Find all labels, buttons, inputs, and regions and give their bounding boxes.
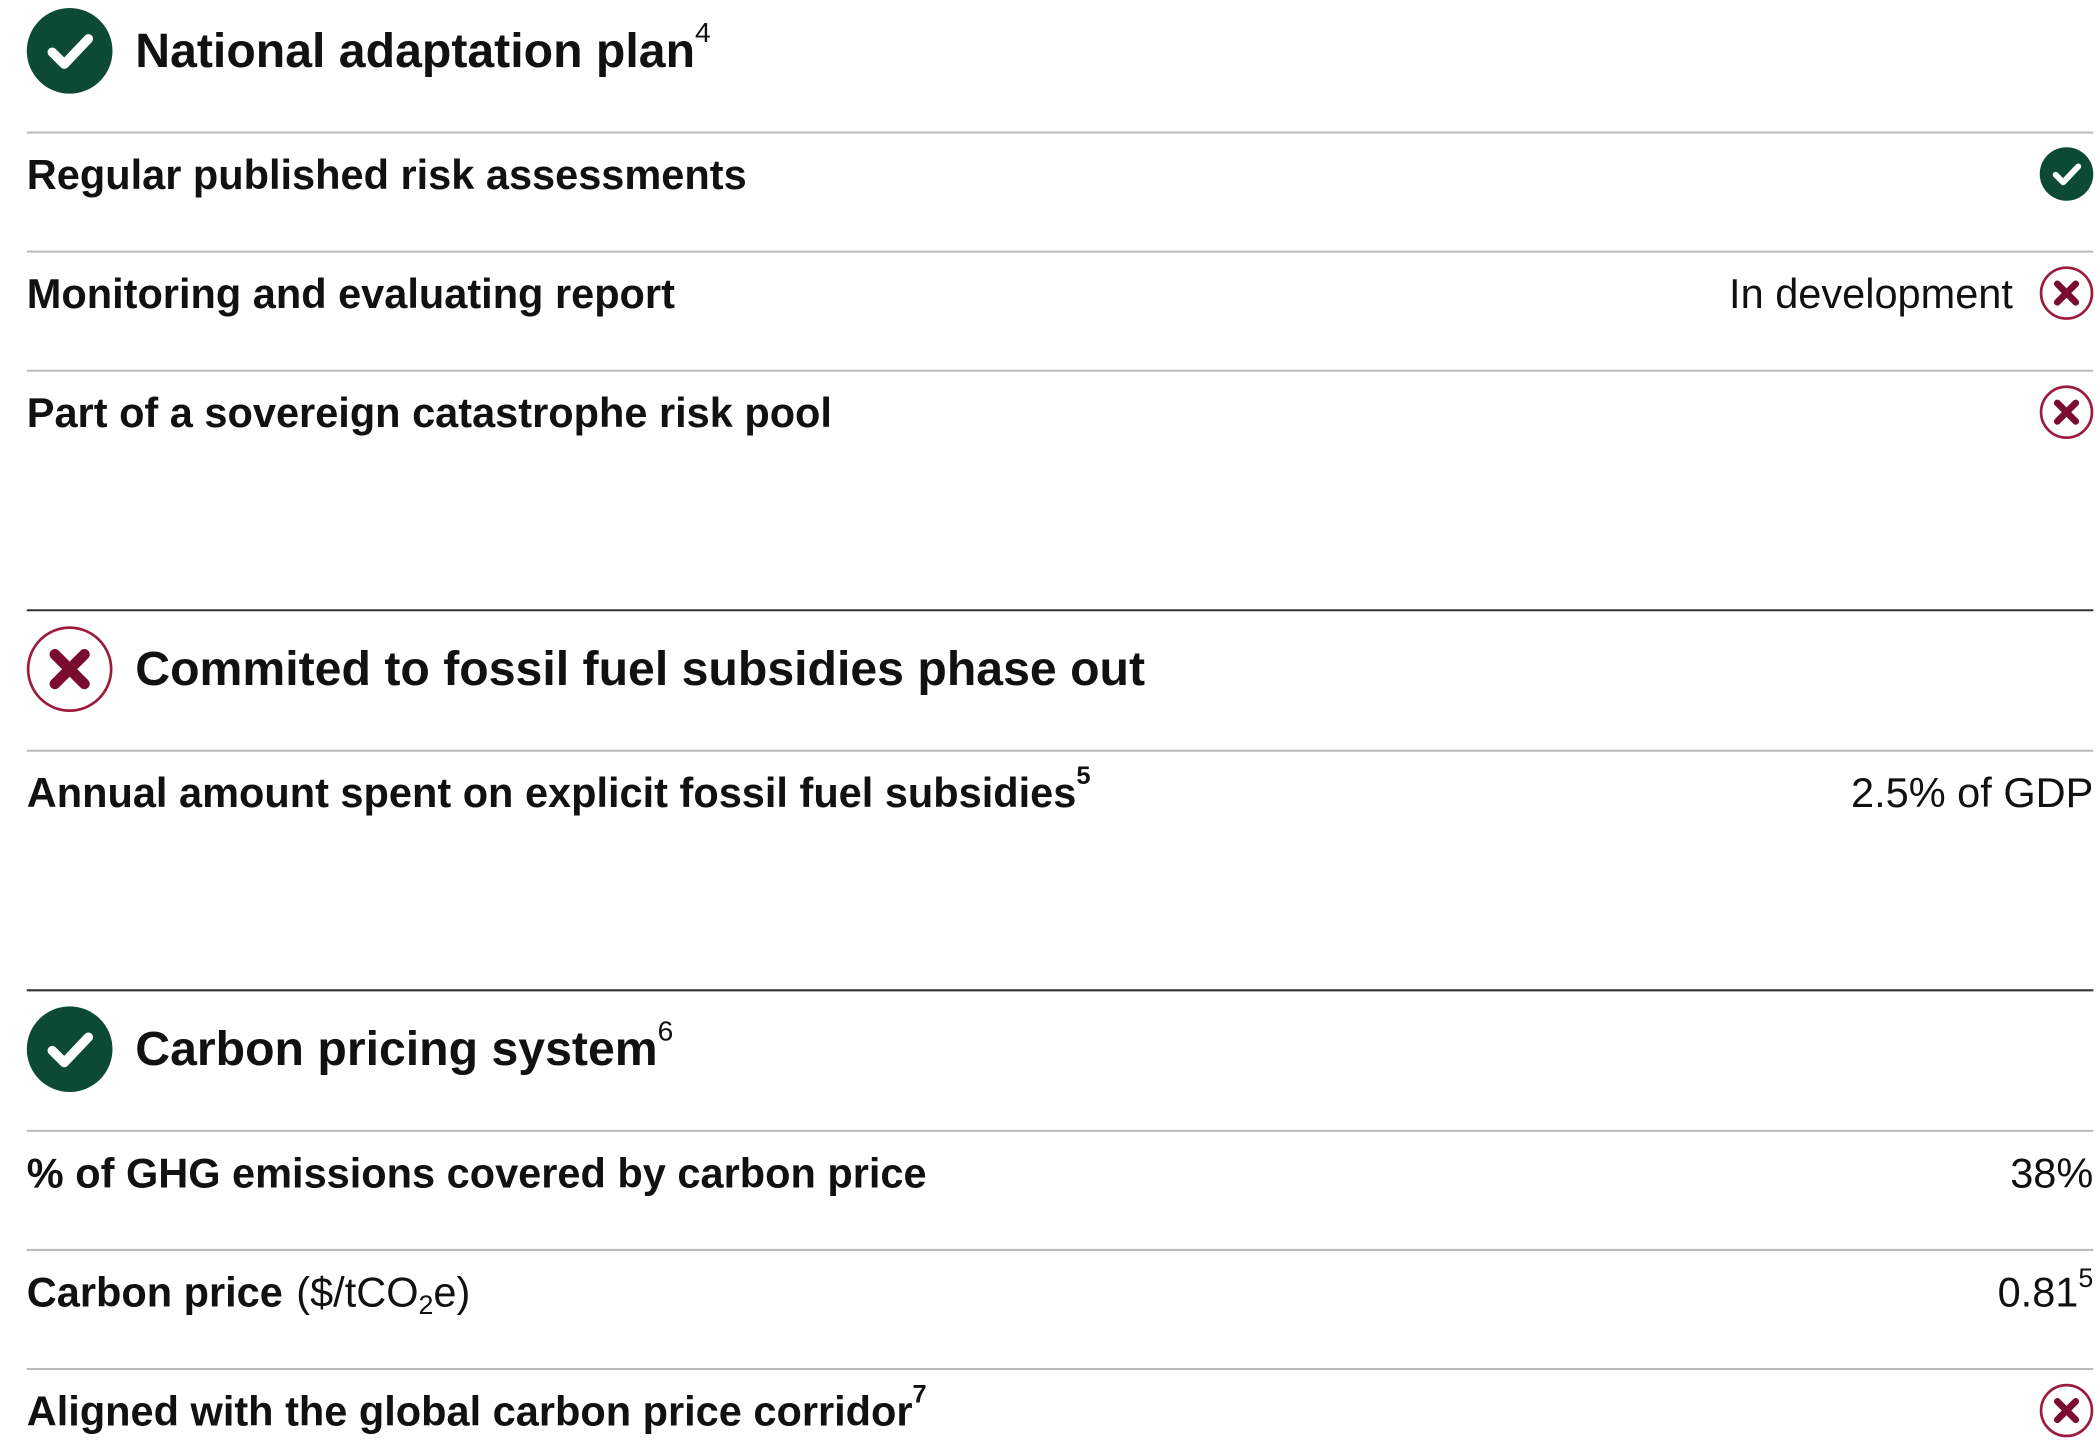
row-status-icon — [2039, 385, 2094, 439]
row-label: Carbon price ($/tCO2e) — [27, 1268, 471, 1320]
cross-mark — [2053, 1397, 2080, 1424]
section-status-icon — [26, 8, 113, 94]
row-value: 0.815 — [1998, 1263, 2094, 1315]
unit: ($/tCO — [296, 1268, 418, 1315]
footnote: 6 — [658, 1015, 674, 1046]
row-label: Aligned with the global carbon price cor… — [27, 1380, 927, 1434]
row-status-icon — [2039, 147, 2094, 201]
row-label-text: Carbon price — [27, 1268, 283, 1315]
row-value: 2.5% of GDP — [1851, 769, 2093, 816]
section-title: Carbon pricing system6 — [135, 1015, 673, 1076]
cross-mark — [2053, 280, 2080, 306]
row-value-text: 0.81 — [1998, 1268, 2079, 1315]
check-circle — [26, 1006, 113, 1093]
row-status-icon — [2039, 266, 2094, 320]
row-value-text: In development — [1729, 270, 2013, 317]
unit: e) — [433, 1268, 470, 1315]
row-value-text: 38% — [2010, 1149, 2093, 1196]
row-value-text: 2.5% of GDP — [1851, 769, 2093, 816]
section-title-text: Carbon pricing system — [135, 1022, 657, 1076]
row-label-text: % of GHG emissions covered by carbon pri… — [27, 1149, 927, 1196]
footnote: 5 — [2078, 1263, 2093, 1293]
row-label: Annual amount spent on explicit fossil f… — [27, 762, 1091, 816]
row-label-text: Regular published risk assessments — [27, 150, 747, 197]
footnote: 4 — [695, 17, 711, 48]
footnote: 7 — [913, 1380, 927, 1408]
unit-subscript: 2 — [419, 1290, 434, 1320]
row-label-text: Annual amount spent on explicit fossil f… — [27, 769, 1077, 816]
row-status-icon — [2039, 1383, 2094, 1438]
check-circle — [26, 8, 113, 94]
check-mark — [2052, 163, 2082, 186]
row-label-text: Part of a sovereign catastrophe risk poo… — [27, 389, 832, 436]
row-label: % of GHG emissions covered by carbon pri… — [27, 1149, 927, 1196]
row-label-text: Monitoring and evaluating report — [27, 270, 675, 317]
row-value: 38% — [2010, 1149, 2093, 1196]
section-title-text: Commited to fossil fuel subsidies phase … — [135, 642, 1145, 696]
section-status-icon — [26, 1006, 113, 1093]
section-status-icon — [26, 626, 113, 712]
section-title-text: National adaptation plan — [135, 24, 695, 78]
row-value: In development — [1729, 270, 2013, 317]
row-label-text: Aligned with the global carbon price cor… — [27, 1387, 913, 1434]
row-label: Regular published risk assessments — [27, 150, 747, 197]
row-label: Part of a sovereign catastrophe risk poo… — [27, 389, 832, 436]
cross-mark — [2053, 399, 2080, 425]
row-label: Monitoring and evaluating report — [27, 270, 675, 317]
section-title: Commited to fossil fuel subsidies phase … — [135, 642, 1145, 696]
footnote: 5 — [1076, 762, 1090, 790]
section-title: National adaptation plan4 — [135, 17, 710, 78]
cross-mark — [49, 649, 90, 690]
check-circle — [2039, 147, 2094, 201]
check-mark — [47, 1032, 94, 1068]
check-mark — [47, 34, 94, 69]
